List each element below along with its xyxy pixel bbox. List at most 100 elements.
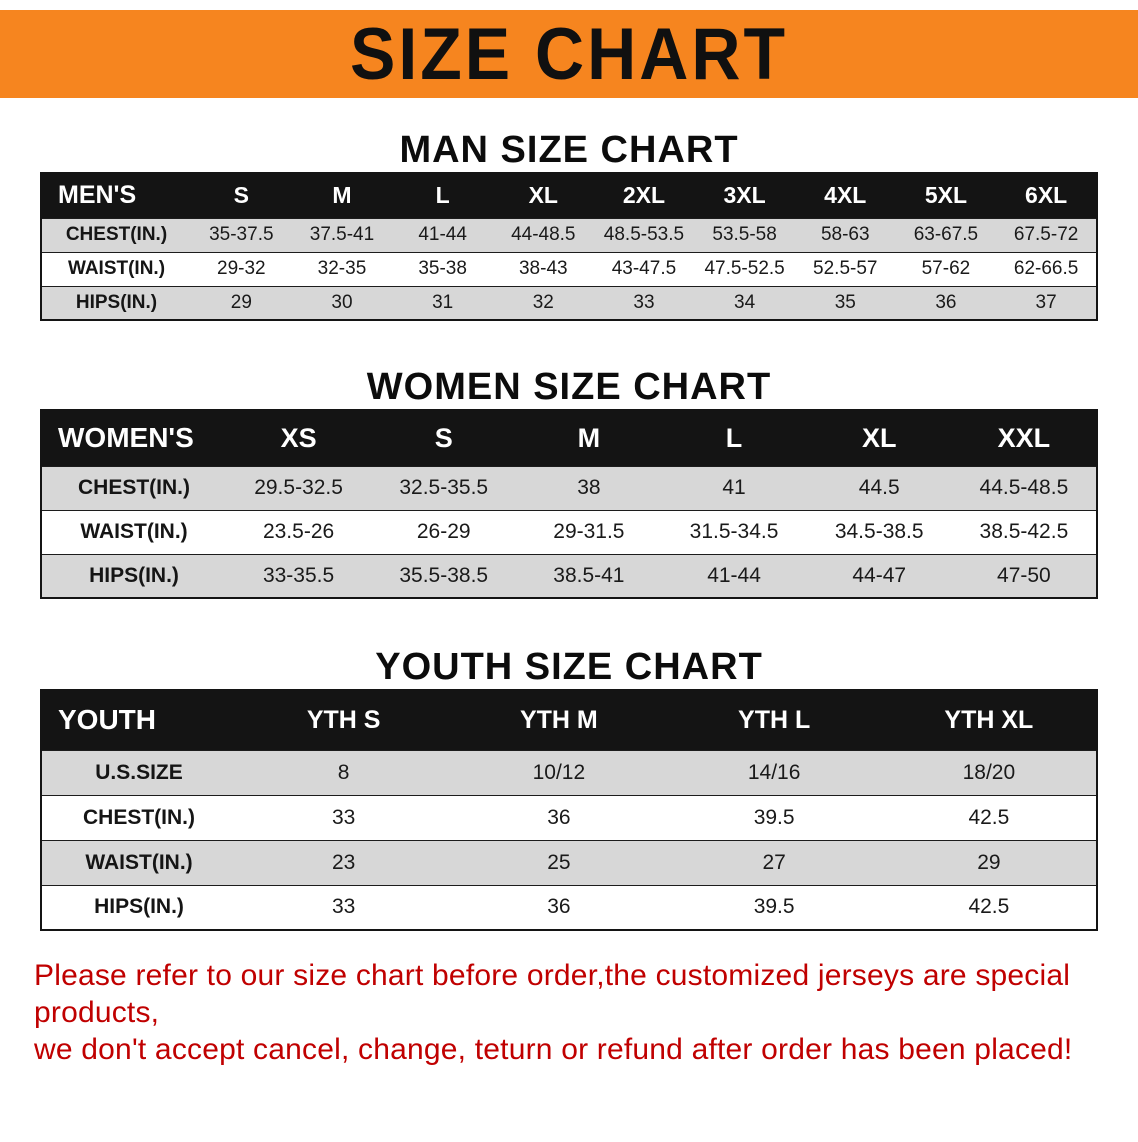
size-value: 63-67.5: [895, 217, 997, 253]
size-value: 30: [291, 285, 393, 321]
size-chart-page: SIZE CHART MAN SIZE CHART MEN'S S M L XL 2XL 3…: [0, 10, 1138, 1142]
table-row: CHEST(IN.) 29.5-32.5 32.5-35.5 38 41 44.5 44.5…: [41, 465, 1097, 511]
size-column-header: 3XL: [694, 172, 795, 219]
men-size-table: MEN'S S M L XL 2XL 3XL 4XL 5XL 6XL CHEST(IN.) 35-37…: [40, 172, 1098, 321]
size-value: 34.5-38.5: [806, 509, 952, 555]
size-value: 34: [694, 285, 795, 321]
size-value: 44.5-48.5: [951, 465, 1097, 511]
banner-title: SIZE CHART: [350, 12, 788, 96]
size-value: 32.5-35.5: [371, 465, 517, 511]
size-value: 41-44: [661, 553, 807, 599]
size-column-header: M: [291, 172, 393, 219]
size-value: 36: [895, 285, 997, 321]
size-value: 37.5-41: [291, 217, 393, 253]
table-row: WAIST(IN.) 23 25 27 29: [41, 839, 1097, 886]
size-value: 38.5-41: [516, 553, 662, 599]
youth-section: YOUTH SIZE CHART YOUTH YTH S YTH M YTH L YTH…: [0, 645, 1138, 931]
size-value: 29: [191, 285, 292, 321]
size-value: 39.5: [666, 794, 882, 841]
size-value: 29-31.5: [516, 509, 662, 555]
size-column-header: S: [191, 172, 292, 219]
disclaimer-note: Please refer to our size chart before or…: [0, 957, 1138, 1068]
size-column-header: 2XL: [593, 172, 695, 219]
row-label: CHEST(IN.): [41, 217, 191, 253]
disclaimer-line-1: Please refer to our size chart before or…: [34, 959, 1071, 1029]
size-value: 57-62: [895, 251, 997, 287]
size-value: 38.5-42.5: [951, 509, 1097, 555]
size-value: 33-35.5: [226, 553, 372, 599]
table-corner-label: YOUTH: [41, 689, 236, 751]
size-value: 33: [236, 794, 452, 841]
size-value: 44.5: [806, 465, 952, 511]
size-value: 18/20: [881, 749, 1097, 796]
size-value: 42.5: [881, 884, 1097, 931]
row-label: U.S.SIZE: [41, 749, 236, 796]
size-column-header: XL: [806, 409, 952, 467]
women-size-table: WOMEN'S XS S M L XL XXL CHEST(IN.) 29.5-32.5 32.5…: [40, 409, 1098, 599]
size-value: 10/12: [451, 749, 667, 796]
size-value: 35-38: [392, 251, 493, 287]
size-column-header: XS: [226, 409, 372, 467]
table-header-row: MEN'S S M L XL 2XL 3XL 4XL 5XL 6XL: [41, 172, 1097, 219]
men-section: MAN SIZE CHART MEN'S S M L XL 2XL 3XL 4XL 5XL 6XL…: [0, 128, 1138, 321]
table-row: HIPS(IN.) 29 30 31 32 33 34 35 36 37: [41, 285, 1097, 321]
size-value: 33: [593, 285, 695, 321]
size-value: 33: [236, 884, 452, 931]
size-value: 14/16: [666, 749, 882, 796]
banner: SIZE CHART: [0, 10, 1138, 98]
size-column-header: XXL: [951, 409, 1097, 467]
size-value: 35.5-38.5: [371, 553, 517, 599]
size-value: 41-44: [392, 217, 493, 253]
size-value: 58-63: [794, 217, 896, 253]
size-column-header: 6XL: [996, 172, 1097, 219]
size-value: 44-47: [806, 553, 952, 599]
size-column-header: YTH M: [451, 689, 667, 751]
women-section: WOMEN SIZE CHART WOMEN'S XS S M L XL XXL CHEST(…: [0, 365, 1138, 599]
size-value: 27: [666, 839, 882, 886]
size-value: 31.5-34.5: [661, 509, 807, 555]
size-value: 43-47.5: [593, 251, 695, 287]
size-value: 23: [236, 839, 452, 886]
size-value: 31: [392, 285, 493, 321]
row-label: WAIST(IN.): [41, 839, 236, 886]
size-value: 29.5-32.5: [226, 465, 372, 511]
table-header-row: YOUTH YTH S YTH M YTH L YTH XL: [41, 689, 1097, 751]
men-heading: MAN SIZE CHART: [399, 129, 739, 171]
size-value: 37: [996, 285, 1097, 321]
table-row: HIPS(IN.) 33 36 39.5 42.5: [41, 884, 1097, 931]
table-row: WAIST(IN.) 29-32 32-35 35-38 38-43 43-47.5 47.…: [41, 251, 1097, 287]
table-corner-label: MEN'S: [41, 172, 191, 219]
size-value: 23.5-26: [226, 509, 372, 555]
size-column-header: 5XL: [895, 172, 997, 219]
table-row: CHEST(IN.) 35-37.5 37.5-41 41-44 44-48.5 48.5…: [41, 217, 1097, 253]
size-value: 32: [492, 285, 594, 321]
size-value: 62-66.5: [996, 251, 1097, 287]
row-label: CHEST(IN.): [41, 465, 226, 511]
size-value: 52.5-57: [794, 251, 896, 287]
size-column-header: YTH XL: [881, 689, 1097, 751]
size-column-header: 4XL: [794, 172, 896, 219]
disclaimer-line-2: we don't accept cancel, change, teturn o…: [34, 1033, 1073, 1066]
size-column-header: M: [516, 409, 662, 467]
size-column-header: YTH L: [666, 689, 882, 751]
size-value: 29: [881, 839, 1097, 886]
youth-heading: YOUTH SIZE CHART: [375, 646, 763, 688]
row-label: CHEST(IN.): [41, 794, 236, 841]
size-value: 36: [451, 794, 667, 841]
size-column-header: L: [661, 409, 807, 467]
size-value: 35: [794, 285, 896, 321]
size-value: 29-32: [191, 251, 292, 287]
size-column-header: YTH S: [236, 689, 452, 751]
table-row: WAIST(IN.) 23.5-26 26-29 29-31.5 31.5-34.5 34…: [41, 509, 1097, 555]
youth-size-table: YOUTH YTH S YTH M YTH L YTH XL U.S.SIZE 8 10/12…: [40, 689, 1098, 931]
row-label: WAIST(IN.): [41, 251, 191, 287]
table-corner-label: WOMEN'S: [41, 409, 226, 467]
table-row: CHEST(IN.) 33 36 39.5 42.5: [41, 794, 1097, 841]
size-value: 44-48.5: [492, 217, 594, 253]
size-value: 47.5-52.5: [694, 251, 795, 287]
women-heading: WOMEN SIZE CHART: [366, 366, 772, 408]
table-header-row: WOMEN'S XS S M L XL XXL: [41, 409, 1097, 467]
size-value: 25: [451, 839, 667, 886]
size-column-header: XL: [492, 172, 594, 219]
size-value: 48.5-53.5: [593, 217, 695, 253]
